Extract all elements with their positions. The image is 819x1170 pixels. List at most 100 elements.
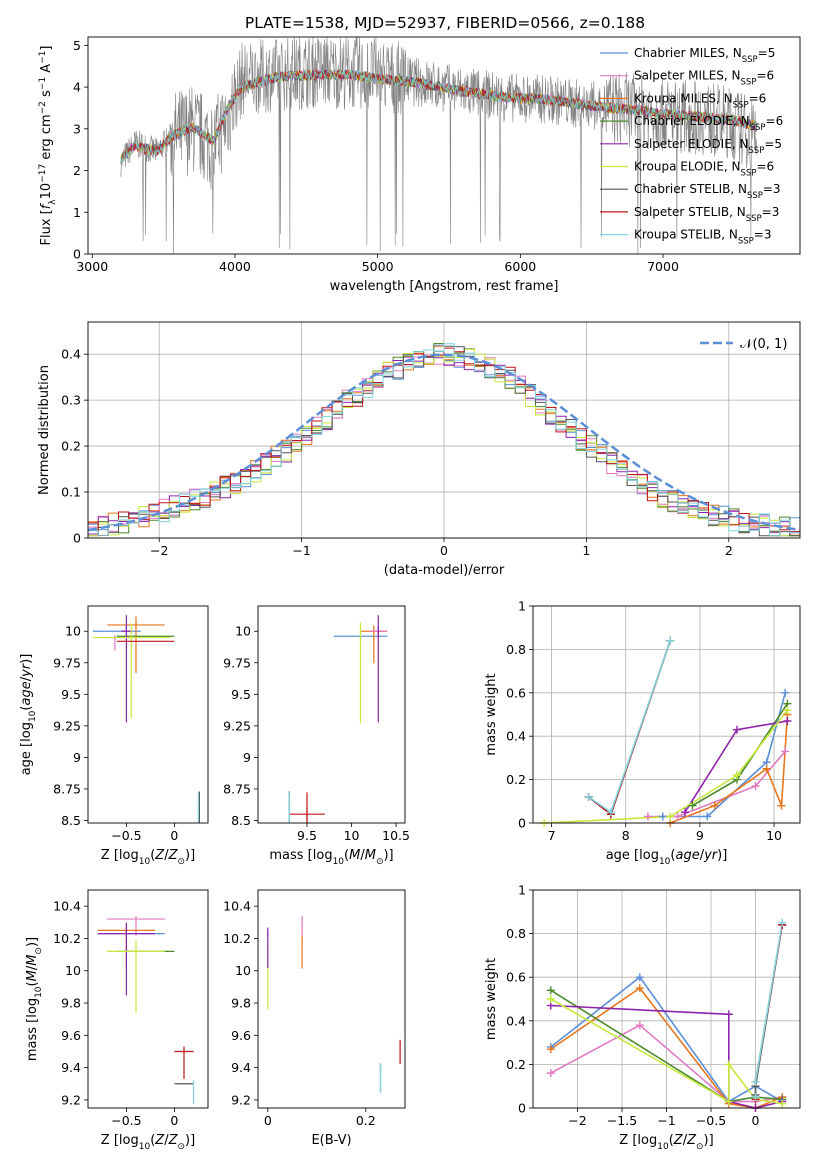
y-axis-label: Normed distribution bbox=[37, 365, 52, 495]
y-tick-label: 9.25 bbox=[223, 718, 251, 733]
legend-entry: Salpeter ELODIE, NSSP=5 bbox=[634, 137, 782, 156]
y-tick-label: 10 bbox=[235, 963, 251, 978]
mass_weight_vs_age-plot-area bbox=[544, 640, 789, 823]
weight-marker-chabrier_miles bbox=[635, 973, 644, 982]
x-tick-label: 10 bbox=[766, 828, 782, 843]
y-tick-label: 0.2 bbox=[61, 439, 81, 454]
y-tick-label: 9.6 bbox=[231, 1028, 251, 1043]
legend-entry: Chabrier MILES, NSSP=5 bbox=[634, 46, 775, 65]
y-tick-label: 0.4 bbox=[61, 347, 81, 362]
weight-line-kroupa_elodie bbox=[544, 709, 789, 823]
x-tick-label: 10.5 bbox=[382, 828, 410, 843]
residual_histogram-panel: −2 −1 0 1 2 0 0.1 0.2 0.3 0.4 (data-model)/error No… bbox=[37, 321, 801, 578]
y-tick-label: 1 bbox=[518, 599, 526, 614]
y-tick-label: 9.75 bbox=[223, 655, 251, 670]
y-tick-label: 8.75 bbox=[223, 781, 251, 796]
x-tick-label: −0.5 bbox=[111, 1113, 141, 1128]
residual_histogram-plot-area bbox=[88, 343, 800, 537]
mass_weight_vs_age-frame bbox=[532, 605, 801, 824]
y-tick-label: 0 bbox=[518, 1101, 526, 1116]
y-tick-label: 0.3 bbox=[61, 393, 81, 408]
spectrum-panel: 3000 4000 5000 6000 7000 0 1 2 3 4 5 wavelength [An… bbox=[38, 36, 801, 294]
weight-marker-kroupa_elodie bbox=[732, 771, 741, 780]
age_vs_Z-frame bbox=[87, 605, 209, 824]
x-tick-label: 2 bbox=[725, 543, 733, 558]
mass_weight_vs_age-panel: 7 8 9 10 0 0.2 0.4 0.6 0.8 1 age [log10(age/yr)] ma… bbox=[484, 599, 801, 867]
weight-marker-kroupa_elodie bbox=[546, 995, 555, 1003]
x-tick-label: 7 bbox=[548, 828, 556, 843]
weight-marker-kroupa_stelib bbox=[666, 636, 675, 645]
mass_vs_Z-panel: −0.5 0 9.2 9.4 9.6 9.8 10 10.2 10.4 Z [log10(Z/Z⊙… bbox=[25, 889, 209, 1152]
weight-marker-kroupa_stelib bbox=[584, 792, 593, 801]
y-tick-label: 0.2 bbox=[506, 1057, 526, 1072]
figure-title: PLATE=1538, MJD=52937, FIBERID=0566, z=0… bbox=[245, 14, 645, 32]
x-axis-label: age [log10(age/yr)] bbox=[606, 848, 728, 867]
spectrum-frame bbox=[87, 36, 801, 255]
normal-curve bbox=[88, 353, 800, 532]
y-tick-label: 9.8 bbox=[61, 996, 81, 1011]
weight-marker-kroupa_elodie bbox=[783, 706, 792, 715]
y-tick-label: 10.2 bbox=[223, 931, 251, 946]
y-tick-label: 0.1 bbox=[61, 485, 81, 500]
weight-marker-kroupa_miles bbox=[710, 801, 719, 810]
weight-marker-kroupa_elodie bbox=[778, 1099, 787, 1108]
x-tick-label: 0 bbox=[440, 543, 448, 558]
y-tick-label: 2 bbox=[73, 163, 81, 178]
weight-marker-salpeter_miles bbox=[635, 1021, 644, 1030]
y-axis-label: mass [log10(M/M⊙)] bbox=[25, 937, 44, 1061]
y-tick-label: 9.4 bbox=[61, 1060, 81, 1075]
weight-marker-salpeter_miles bbox=[751, 782, 760, 791]
y-tick-label: 9.4 bbox=[231, 1060, 251, 1075]
y-tick-label: 9.2 bbox=[61, 1092, 81, 1107]
y-tick-label: 0.6 bbox=[506, 970, 526, 985]
y-tick-label: 9.25 bbox=[53, 718, 81, 733]
mass_vs_ebv-frame bbox=[257, 889, 406, 1109]
x-tick-label: 9.5 bbox=[297, 828, 317, 843]
y-tick-label: 9 bbox=[243, 750, 251, 765]
mass_vs_Z-frame bbox=[87, 889, 209, 1109]
x-tick-label: 0 bbox=[264, 1113, 272, 1128]
weight-marker-kroupa_miles bbox=[635, 984, 644, 993]
y-tick-label: 5 bbox=[73, 38, 81, 53]
y-tick-label: 3 bbox=[73, 121, 81, 136]
y-tick-label: 0 bbox=[73, 531, 81, 546]
age_vs_mass-frame bbox=[257, 605, 406, 824]
x-tick-label: 1 bbox=[582, 543, 590, 558]
weight-marker-chabrier_miles bbox=[658, 812, 667, 821]
y-tick-label: 4 bbox=[73, 80, 81, 95]
y-tick-label: 9.5 bbox=[231, 687, 251, 702]
weight-marker-chabrier_elodie bbox=[546, 986, 555, 995]
mass_vs_ebv-plot-area bbox=[267, 916, 401, 1093]
legend-entry: Kroupa MILES, NSSP=6 bbox=[634, 91, 766, 110]
age_vs_mass-panel: 9.5 10 10.5 8.5 8.75 9 9.25 9.5 9.75 10 mass [log1… bbox=[223, 605, 410, 867]
weight-marker-kroupa_stelib bbox=[606, 808, 615, 817]
x-tick-label: 8 bbox=[622, 828, 630, 843]
x-axis-label: E(B-V) bbox=[311, 1133, 351, 1148]
y-axis-label: mass weight bbox=[484, 673, 499, 755]
weight-marker-kroupa_miles bbox=[762, 764, 771, 773]
age_vs_Z-panel: −0.5 0 8.5 8.75 9 9.25 9.5 9.75 10 Z [log10(Z/Z⊙)… bbox=[19, 605, 209, 867]
x-axis-label: Z [log10(Z/Z⊙)] bbox=[101, 1133, 195, 1152]
weight-marker-salpeter_elodie bbox=[783, 717, 792, 726]
weight-marker-kroupa_miles bbox=[777, 801, 786, 810]
x-axis-label: Z [log10(Z/Z⊙)] bbox=[619, 1133, 713, 1152]
y-tick-label: 1 bbox=[518, 883, 526, 898]
x-tick-label: 0.2 bbox=[356, 1113, 376, 1128]
x-axis-label: (data-model)/error bbox=[384, 563, 505, 578]
x-tick-label: 0 bbox=[170, 1113, 178, 1128]
weight-marker-kroupa_stelib bbox=[778, 918, 787, 927]
weight-line-kroupa_stelib bbox=[588, 640, 671, 814]
y-tick-label: 0 bbox=[73, 247, 81, 262]
legend-entry: Salpeter STELIB, NSSP=3 bbox=[634, 205, 779, 224]
model-spectrum-kroupa_stelib bbox=[120, 68, 758, 163]
x-tick-label: 4000 bbox=[219, 259, 251, 274]
residual_histogram-frame bbox=[87, 321, 801, 539]
y-tick-label: 0.6 bbox=[506, 685, 526, 700]
y-tick-label: 10 bbox=[235, 624, 251, 639]
x-tick-label: 0 bbox=[170, 828, 178, 843]
y-tick-label: 0.2 bbox=[506, 772, 526, 787]
weight-marker-chabrier_elodie bbox=[688, 801, 697, 810]
y-tick-label: 9.2 bbox=[231, 1092, 251, 1107]
weight-marker-salpeter_miles bbox=[781, 747, 790, 756]
histogram-kroupa_stelib bbox=[88, 343, 800, 537]
